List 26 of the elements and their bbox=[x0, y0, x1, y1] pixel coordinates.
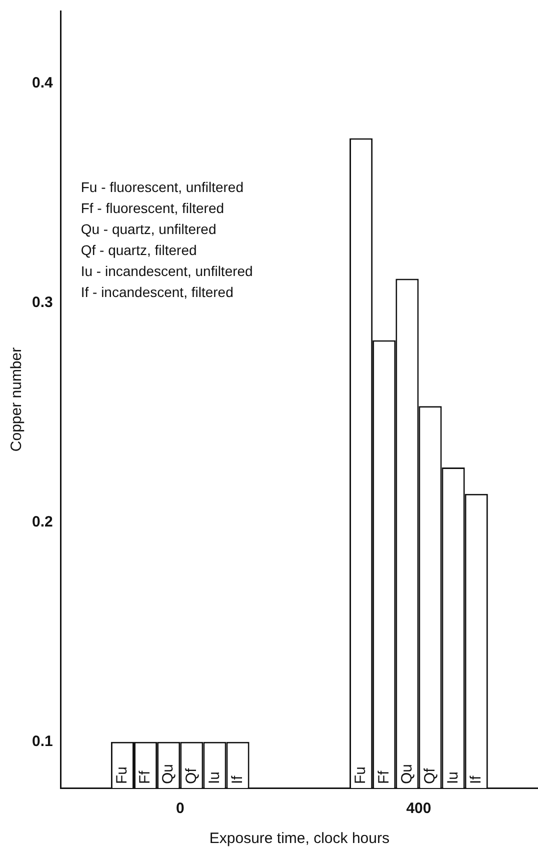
y-tick-label: 0.3 bbox=[32, 294, 53, 312]
annotation: If - incandescent, filtered bbox=[80, 284, 234, 300]
y-axis-title: Copper number bbox=[8, 347, 26, 452]
x-tick-label: 400 bbox=[406, 800, 432, 818]
text: Qf bbox=[421, 768, 438, 784]
series-label: Qu bbox=[160, 764, 177, 784]
annotation: Fu - fluorescent, unfiltered bbox=[80, 178, 244, 195]
text: Iu bbox=[206, 771, 223, 784]
series-label: If bbox=[228, 774, 246, 784]
text: If bbox=[468, 776, 485, 784]
x-axis-title: Exposure time, clock hours bbox=[209, 830, 390, 848]
annotation: Qf - quartz, filtered bbox=[80, 242, 197, 258]
annotation: Ff - fluorescent, filtered bbox=[80, 200, 224, 216]
text: Ff bbox=[375, 770, 392, 784]
y-tick-label: 0.1 bbox=[32, 733, 53, 750]
series-label: Qf bbox=[182, 767, 200, 784]
text: Qu bbox=[398, 764, 416, 784]
series-label: Fu bbox=[114, 766, 131, 784]
text: Fu bbox=[352, 766, 370, 784]
series-label: Iu bbox=[444, 771, 462, 784]
annotation: Qu - quartz, unfiltered bbox=[80, 220, 216, 237]
y-tick-label: 0.4 bbox=[32, 74, 54, 92]
y-tick-label: 0.2 bbox=[32, 514, 53, 531]
x-tick-label: 0 bbox=[176, 800, 184, 818]
series-label: Ff bbox=[136, 770, 154, 784]
annotation: Iu - incandescent, unfiltered bbox=[80, 262, 253, 279]
